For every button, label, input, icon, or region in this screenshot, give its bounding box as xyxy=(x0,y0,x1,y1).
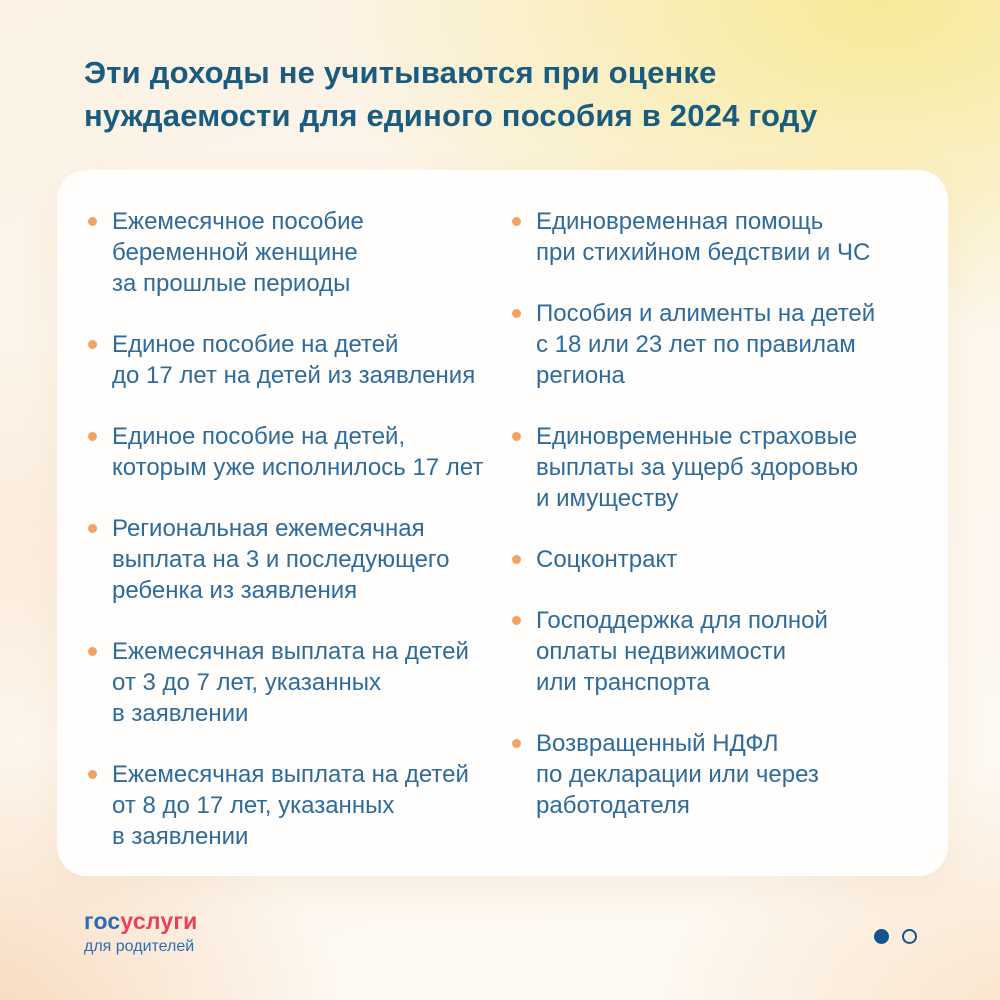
list-item-text: Единовременные страховые выплаты за ущер… xyxy=(536,423,859,512)
list-item-text: Единое пособие на детей до 17 лет на дет… xyxy=(112,331,476,389)
list-item-text: Единое пособие на детей, которым уже исп… xyxy=(112,423,484,481)
content-card: Ежемесячное пособие беременной женщине з… xyxy=(57,170,948,876)
logo-subtitle: для родителей xyxy=(84,938,195,955)
list-item-text: Единовременная помощь при стихийном бедс… xyxy=(536,208,871,266)
bullet-icon xyxy=(512,739,521,748)
list-item: Господдержка для полной оплаты недвижимо… xyxy=(512,605,928,698)
gosuslugi-logo: госуслуги для родителей xyxy=(84,908,197,957)
pagination xyxy=(874,929,917,944)
bullet-icon xyxy=(512,616,521,625)
list-item-text: Пособия и алименты на детей с 18 или 23 … xyxy=(536,300,876,389)
bullet-icon xyxy=(88,647,97,656)
list-item: Единое пособие на детей, которым уже исп… xyxy=(88,421,512,483)
list-item: Ежемесячная выплата на детей от 8 до 17 … xyxy=(88,759,512,852)
list-item-text: Региональная ежемесячная выплата на 3 и … xyxy=(112,515,450,604)
right-column: Единовременная помощь при стихийном бедс… xyxy=(512,206,928,882)
bullet-icon xyxy=(88,340,97,349)
bullet-icon xyxy=(512,432,521,441)
bullet-icon xyxy=(512,309,521,318)
list-item: Региональная ежемесячная выплата на 3 и … xyxy=(88,513,512,606)
list-item-text: Ежемесячная выплата на детей от 3 до 7 л… xyxy=(112,638,469,727)
left-column: Ежемесячное пособие беременной женщине з… xyxy=(88,206,512,882)
list-item: Ежемесячная выплата на детей от 3 до 7 л… xyxy=(88,636,512,729)
bullet-icon xyxy=(88,432,97,441)
list-item-text: Соцконтракт xyxy=(536,546,678,573)
list-item: Единовременные страховые выплаты за ущер… xyxy=(512,421,928,514)
list-item-text: Господдержка для полной оплаты недвижимо… xyxy=(536,607,828,696)
columns-container: Ежемесячное пособие беременной женщине з… xyxy=(57,170,948,882)
pagination-dot[interactable] xyxy=(902,929,917,944)
list-item-text: Ежемесячная выплата на детей от 8 до 17 … xyxy=(112,761,469,850)
list-item: Единое пособие на детей до 17 лет на дет… xyxy=(88,329,512,391)
gosuslugi-logo-wordmark: госуслуги xyxy=(84,908,197,934)
bullet-icon xyxy=(88,770,97,779)
bullet-icon xyxy=(512,217,521,226)
list-item-text: Ежемесячное пособие беременной женщине з… xyxy=(112,208,364,297)
bullet-icon xyxy=(88,524,97,533)
bullet-icon xyxy=(512,555,521,564)
list-item: Соцконтракт xyxy=(512,544,928,575)
logo-text-uslugi: услуги xyxy=(120,908,198,934)
list-item-text: Возвращенный НДФЛ по декларации или чере… xyxy=(536,730,819,819)
list-item: Ежемесячное пособие беременной женщине з… xyxy=(88,206,512,299)
bullet-icon xyxy=(88,217,97,226)
page-title: Эти доходы не учитываются при оценке нуж… xyxy=(84,55,818,133)
pagination-dot-active[interactable] xyxy=(874,929,889,944)
list-item: Возвращенный НДФЛ по декларации или чере… xyxy=(512,728,928,821)
list-item: Пособия и алименты на детей с 18 или 23 … xyxy=(512,298,928,391)
list-item: Единовременная помощь при стихийном бедс… xyxy=(512,206,928,268)
logo-text-gos: гос xyxy=(84,908,121,934)
